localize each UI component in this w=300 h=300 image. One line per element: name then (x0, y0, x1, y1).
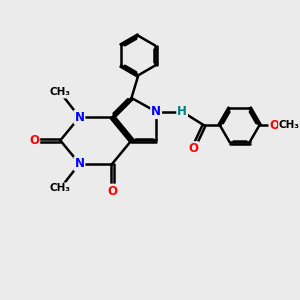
Text: N: N (74, 157, 85, 170)
Text: N: N (151, 105, 161, 118)
Text: O: O (269, 119, 279, 132)
Text: O: O (29, 134, 39, 147)
Text: CH₃: CH₃ (279, 120, 300, 130)
Text: O: O (107, 184, 117, 198)
Text: H: H (177, 105, 187, 118)
Text: CH₃: CH₃ (50, 183, 71, 193)
Text: O: O (188, 142, 198, 155)
Text: N: N (74, 111, 85, 124)
Text: CH₃: CH₃ (50, 88, 71, 98)
